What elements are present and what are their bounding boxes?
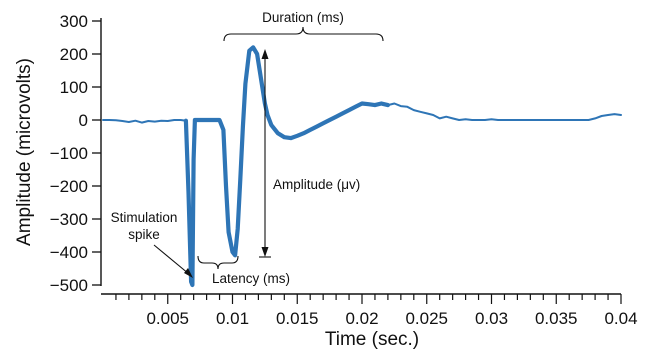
amplitude-arrow-head-bottom xyxy=(261,247,269,257)
x-tick-label: 0.04 xyxy=(604,309,637,328)
y-tick-label: −100 xyxy=(50,144,88,163)
x-tick-label: 0.01 xyxy=(216,309,249,328)
y-axis-ticks: 300 200 100 0 −100 −200 −300 −400 −500 xyxy=(50,12,101,295)
amplitude-label: Amplitude (μv) xyxy=(273,177,360,192)
latency-bracket xyxy=(197,255,239,270)
x-tick-label: 0.02 xyxy=(345,309,378,328)
x-tick-label: 0.035 xyxy=(535,309,578,328)
duration-label: Duration (ms) xyxy=(262,10,344,25)
x-tick-label: 0.03 xyxy=(475,309,508,328)
amplitude-arrow-head-top xyxy=(261,49,269,59)
y-tick-label: −400 xyxy=(50,243,88,262)
x-tick-label: 0.015 xyxy=(276,309,319,328)
y-tick-label: −300 xyxy=(50,210,88,229)
y-tick-label: 200 xyxy=(60,45,88,64)
series-line-emphasis xyxy=(183,45,390,288)
y-axis-title: Amplitude (microvolts) xyxy=(14,58,35,246)
x-axis-title: Time (sec.) xyxy=(325,329,419,350)
stimulation-label-line2: spike xyxy=(128,227,160,242)
stimulation-pointer xyxy=(153,244,190,275)
latency-label: Latency (ms) xyxy=(212,271,290,286)
series-line xyxy=(102,46,622,286)
x-axis-ticks: 0.005 0.01 0.015 0.02 0.025 0.03 0.035 0.04 xyxy=(115,294,638,328)
y-tick-label: −200 xyxy=(50,177,88,196)
y-tick-label: 100 xyxy=(60,78,88,97)
stimulation-pointer-head xyxy=(184,268,193,278)
duration-bracket xyxy=(223,26,384,42)
x-tick-label: 0.025 xyxy=(405,309,448,328)
y-tick-label: 300 xyxy=(60,12,88,31)
y-tick-label: 0 xyxy=(79,111,88,130)
y-tick-label: −500 xyxy=(50,276,88,295)
stimulation-label-line1: Stimulation xyxy=(111,210,178,225)
x-tick-label: 0.005 xyxy=(146,309,189,328)
